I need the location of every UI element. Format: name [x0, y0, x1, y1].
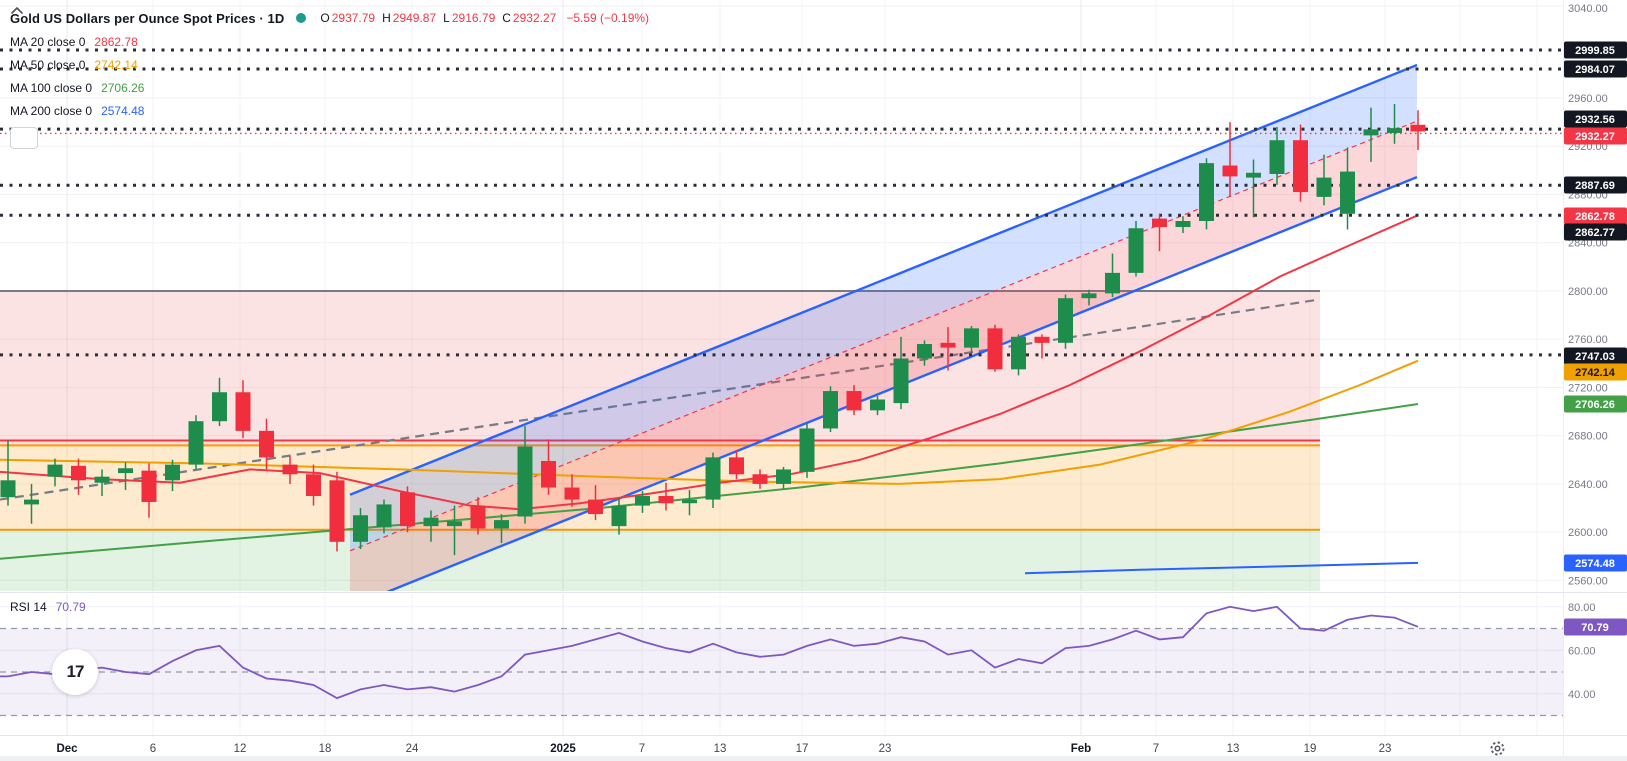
price-axis[interactable]: 3040.002960.002920.002880.002840.002800.…	[1564, 3, 1627, 701]
svg-text:80.00: 80.00	[1568, 602, 1596, 614]
svg-text:2932.27: 2932.27	[1575, 131, 1615, 143]
svg-text:17: 17	[796, 743, 809, 755]
indicator-row-ma200[interactable]: MA 200 close 0 2574.48	[10, 99, 649, 122]
ma50-value: 2742.14	[94, 57, 138, 72]
svg-text:Feb: Feb	[1071, 743, 1091, 755]
svg-text:23: 23	[879, 743, 892, 755]
svg-text:2887.69: 2887.69	[1575, 180, 1615, 192]
close-value: 2932.27	[512, 11, 557, 25]
open-value: 2937.79	[331, 11, 376, 25]
indicator-row-ma50[interactable]: MA 50 close 0 2742.14	[10, 53, 649, 76]
ma20-value: 2862.78	[94, 34, 138, 49]
gear-icon[interactable]	[1490, 741, 1505, 756]
svg-text:Dec: Dec	[56, 743, 78, 755]
change-value: −5.59 (−0.19%)	[566, 11, 650, 25]
svg-text:7: 7	[639, 743, 645, 755]
svg-text:2706.26: 2706.26	[1575, 399, 1615, 411]
candles-layer	[0, 104, 1426, 556]
ma50-label: MA 50 close 0	[10, 57, 86, 72]
svg-text:2742.14: 2742.14	[1575, 367, 1616, 379]
svg-text:7: 7	[1153, 743, 1159, 755]
svg-text:2747.03: 2747.03	[1575, 351, 1615, 363]
logo-glyph: 17	[66, 662, 85, 681]
svg-text:19: 19	[1304, 743, 1317, 755]
svg-text:13: 13	[1227, 743, 1240, 755]
chevron-up-icon	[11, 7, 23, 14]
tradingview-logo-icon[interactable]: 17	[52, 649, 98, 695]
svg-text:70.79: 70.79	[1581, 622, 1609, 634]
svg-text:2999.85: 2999.85	[1575, 45, 1615, 57]
svg-text:2640.00: 2640.00	[1568, 479, 1608, 491]
market-status-icon	[296, 13, 307, 23]
svg-text:12: 12	[234, 743, 247, 755]
svg-text:2800.00: 2800.00	[1568, 286, 1608, 298]
ma200-value: 2574.48	[101, 103, 145, 118]
svg-text:13: 13	[714, 743, 727, 755]
ma100-label: MA 100 close 0	[10, 80, 93, 95]
open-label: O	[320, 11, 330, 25]
close-label: C	[502, 11, 511, 25]
chart-legend: Gold US Dollars per Ounce Spot Prices · …	[10, 6, 649, 149]
svg-text:2862.77: 2862.77	[1575, 227, 1615, 239]
rsi-legend[interactable]: RSI 14 70.79	[10, 600, 86, 614]
ma200-label: MA 200 close 0	[10, 103, 93, 118]
ohlc-readout: O 2937.79 H 2949.87 L 2916.79 C 2932.27 −5.5…	[320, 11, 649, 25]
indicator-row-ma100[interactable]: MA 100 close 0 2706.26	[10, 76, 649, 99]
svg-text:2025: 2025	[550, 743, 576, 755]
svg-text:18: 18	[319, 743, 332, 755]
svg-text:2680.00: 2680.00	[1568, 431, 1608, 443]
svg-text:2720.00: 2720.00	[1568, 382, 1608, 394]
svg-text:40.00: 40.00	[1568, 689, 1596, 701]
collapse-legend-button[interactable]	[10, 7, 38, 149]
svg-text:3040.00: 3040.00	[1568, 3, 1608, 15]
rsi-label: RSI 14	[10, 600, 47, 614]
indicator-row-ma20[interactable]: MA 20 close 0 2862.78	[10, 30, 649, 53]
svg-text:24: 24	[406, 743, 419, 755]
svg-text:60.00: 60.00	[1568, 645, 1596, 657]
svg-text:2960.00: 2960.00	[1568, 93, 1608, 105]
svg-text:2862.78: 2862.78	[1575, 211, 1615, 223]
svg-text:2560.00: 2560.00	[1568, 575, 1608, 587]
rsi-value: 70.79	[55, 600, 86, 614]
low-label: L	[443, 11, 450, 25]
low-value: 2916.79	[451, 11, 496, 25]
svg-text:2932.56: 2932.56	[1575, 114, 1615, 126]
svg-text:2760.00: 2760.00	[1568, 334, 1608, 346]
svg-text:2984.07: 2984.07	[1575, 64, 1615, 76]
svg-text:2840.00: 2840.00	[1568, 238, 1608, 250]
svg-text:2574.48: 2574.48	[1575, 558, 1615, 570]
svg-text:6: 6	[150, 743, 156, 755]
symbol-title: Gold US Dollars per Ounce Spot Prices · …	[10, 10, 285, 26]
svg-text:2600.00: 2600.00	[1568, 527, 1608, 539]
ma100-value: 2706.26	[101, 80, 145, 95]
time-axis[interactable]: Dec 6 12 18 24 2025 7 13 17 23 Feb 7 13 19 23	[56, 743, 1391, 755]
high-value: 2949.87	[392, 11, 437, 25]
high-label: H	[382, 11, 391, 25]
svg-text:23: 23	[1379, 743, 1392, 755]
rsi-layer	[0, 605, 1563, 717]
ma20-label: MA 20 close 0	[10, 34, 86, 49]
